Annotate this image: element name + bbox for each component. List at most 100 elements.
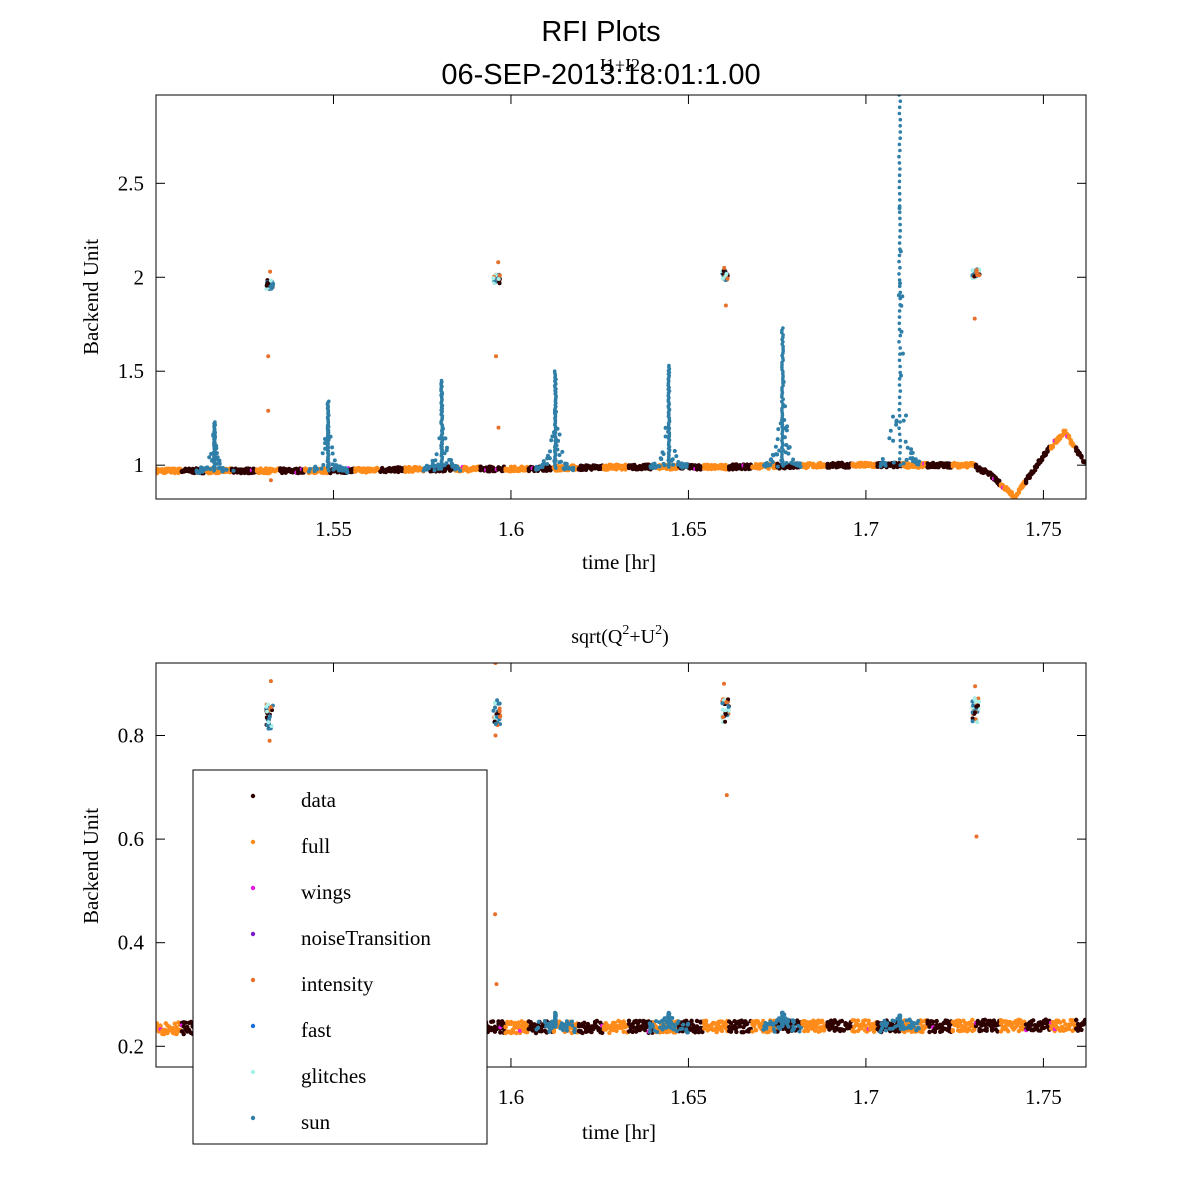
- sun-point: [674, 454, 679, 459]
- intensity-outlier-point: [974, 834, 979, 839]
- noise-cluster-point: [720, 276, 725, 281]
- sun-point: [648, 1029, 652, 1034]
- sun-point: [548, 449, 552, 454]
- sun-point: [194, 470, 199, 475]
- baseline-point: [1050, 444, 1056, 450]
- sun-spike-point: [897, 426, 901, 431]
- sun-point: [884, 1023, 889, 1028]
- sun-point: [343, 466, 348, 471]
- sun-point: [219, 467, 224, 472]
- sun-point: [768, 1019, 773, 1024]
- sun-point: [661, 1022, 666, 1027]
- intensity-outlier-point: [973, 684, 978, 689]
- sun-spike-point: [898, 438, 903, 443]
- baseline-point: [528, 1020, 533, 1025]
- noise-cluster-point: [265, 709, 269, 714]
- baseline-point: [998, 1029, 1004, 1034]
- sun-point: [663, 434, 668, 439]
- sun-spike-point: [781, 326, 785, 330]
- sun-point: [663, 425, 668, 430]
- baseline-point: [1074, 1017, 1079, 1023]
- sun-point: [427, 464, 432, 469]
- sun-point: [797, 1029, 802, 1034]
- sun-point: [776, 427, 781, 432]
- sun-point: [685, 1022, 690, 1027]
- sun-point: [784, 461, 789, 465]
- baseline-point: [1063, 428, 1068, 433]
- sun-spike-point: [898, 216, 902, 221]
- baseline-point: [1082, 459, 1086, 464]
- sun-point: [662, 1016, 667, 1021]
- sun-spike-point: [897, 185, 902, 190]
- sun-spike-point: [897, 284, 902, 289]
- baseline-point: [508, 1021, 514, 1026]
- noise-cluster-point: [975, 720, 980, 725]
- sun-point: [916, 1019, 921, 1023]
- noise-cluster-point: [723, 712, 728, 717]
- x-tick-label: 1.65: [670, 1085, 707, 1109]
- noise-cluster-point: [970, 719, 975, 724]
- sun-spike-point: [897, 173, 902, 177]
- noise-cluster-point: [726, 697, 731, 702]
- sun-spike-point: [898, 389, 903, 393]
- sun-point: [549, 1023, 554, 1028]
- baseline-point: [539, 1029, 544, 1034]
- noise-cluster-point: [493, 721, 498, 726]
- sun-spike-point: [898, 420, 902, 424]
- sun-point: [791, 1018, 796, 1023]
- baseline-point: [820, 1018, 825, 1023]
- sun-point: [678, 1027, 683, 1032]
- sun-point: [338, 467, 343, 472]
- sun-point: [684, 1027, 689, 1032]
- baseline-point: [1079, 455, 1084, 460]
- sun-point: [880, 457, 885, 461]
- legend-marker-full: [250, 839, 256, 845]
- baseline-point: [514, 1030, 519, 1036]
- sun-point: [761, 1027, 766, 1032]
- baseline-point: [594, 1018, 600, 1024]
- legend-label-glitches: glitches: [301, 1064, 366, 1088]
- intensity-outlier-point: [722, 681, 726, 686]
- noise-cluster-point: [495, 698, 500, 703]
- sun-point: [911, 1024, 916, 1029]
- baseline-point: [632, 1025, 637, 1030]
- baseline-point: [866, 1018, 871, 1023]
- baseline-point: [1041, 1025, 1047, 1031]
- baseline-point: [242, 470, 247, 476]
- baseline-point: [516, 1021, 521, 1027]
- sun-point: [883, 463, 888, 468]
- baseline-point: [263, 466, 269, 471]
- sun-spike-point: [897, 358, 902, 363]
- sun-point: [901, 461, 906, 466]
- sun-spike-point: [898, 463, 903, 468]
- sun-spike-point: [898, 167, 902, 171]
- baseline-point: [181, 1031, 186, 1037]
- baseline-point: [694, 1018, 700, 1024]
- baseline-point: [1082, 1019, 1086, 1025]
- legend-label-wings: wings: [301, 880, 351, 904]
- sun-spike-point: [897, 241, 902, 245]
- sun-point: [899, 373, 903, 378]
- intensity-outlier-point: [722, 265, 727, 270]
- baseline-point: [750, 1029, 755, 1034]
- sun-point: [783, 450, 788, 455]
- sun-point: [444, 461, 449, 466]
- baseline-point: [997, 478, 1002, 483]
- sun-point: [564, 1028, 569, 1033]
- sun-point: [541, 462, 546, 466]
- sun-point: [330, 451, 335, 456]
- sun-point: [539, 464, 544, 469]
- noise-cluster-point: [495, 714, 500, 719]
- sun-point: [204, 467, 208, 472]
- baseline-point: [741, 1030, 746, 1035]
- sun-point: [904, 413, 908, 418]
- sun-point: [453, 467, 458, 472]
- sun-point: [560, 449, 565, 454]
- sun-spike-point: [898, 117, 903, 122]
- sun-point: [648, 1026, 653, 1031]
- sun-point: [557, 453, 562, 457]
- baseline-point: [585, 1021, 591, 1027]
- baseline-point: [1023, 480, 1029, 486]
- intensity-outlier-point: [493, 912, 498, 917]
